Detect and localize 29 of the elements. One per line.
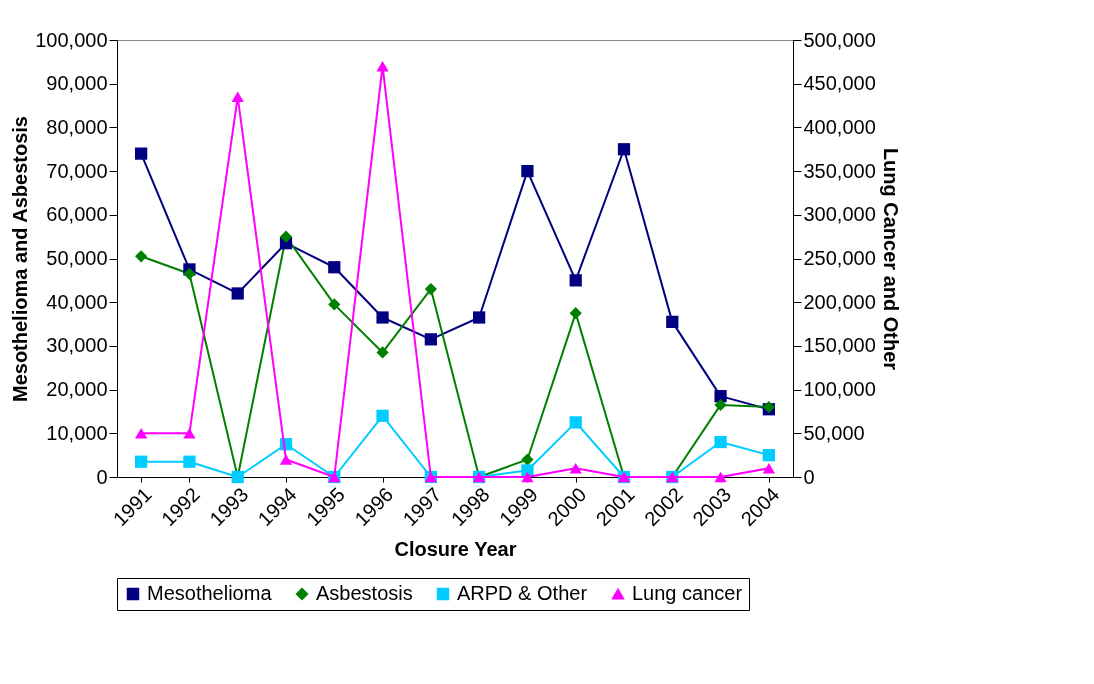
y-tick-label: 20,000 — [46, 378, 108, 401]
y-tick-label: 10,000 — [46, 421, 108, 444]
y-tick-label: 50,000 — [46, 247, 108, 269]
y-tick-label: 70,000 — [46, 159, 108, 182]
y-tick-label: 30,000 — [46, 334, 108, 357]
y2-tick-label: 350,000 — [803, 159, 876, 182]
y2-tick-label: 450,000 — [803, 72, 876, 95]
y2-tick-label: 300,000 — [803, 203, 876, 226]
y-tick-label: 90,000 — [46, 72, 108, 95]
y2-tick-label: 150,000 — [803, 334, 876, 357]
legend-label: Asbestosis — [316, 582, 413, 604]
y2-tick-label: 500,000 — [803, 28, 876, 51]
y-tick-label: 100,000 — [35, 28, 108, 51]
y2-tick-label: 200,000 — [803, 290, 876, 313]
y2-axis-title: Lung Cancer and Other — [879, 147, 902, 371]
y-tick-label: 40,000 — [46, 290, 108, 313]
y-tick-label: 80,000 — [46, 115, 108, 138]
y2-tick-label: 400,000 — [803, 115, 876, 138]
legend-label: Mesothelioma — [147, 582, 273, 604]
y2-tick-label: 50,000 — [803, 421, 865, 444]
y2-tick-label: 250,000 — [803, 247, 876, 269]
y-tick-label: 0 — [96, 465, 108, 488]
legend-label: Lung cancer — [632, 582, 743, 604]
y-axis-title: Mesothelioma and Asbestosis — [9, 116, 32, 402]
y2-tick-label: 0 — [803, 465, 815, 488]
y2-tick-label: 100,000 — [803, 378, 876, 401]
x-axis-title: Closure Year — [394, 538, 517, 561]
y-tick-label: 60,000 — [46, 203, 108, 226]
legend-label: ARPD & Other — [457, 582, 588, 604]
